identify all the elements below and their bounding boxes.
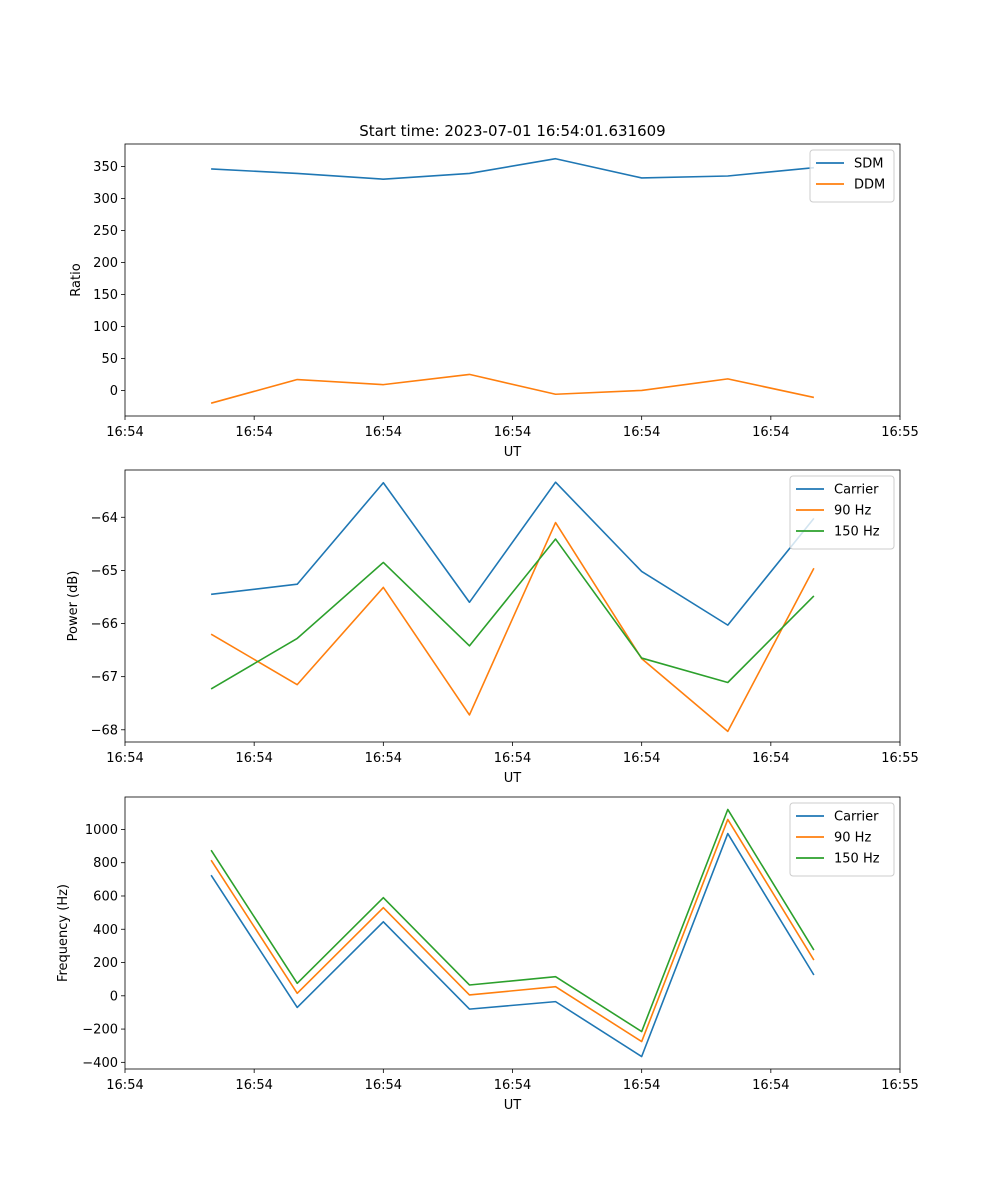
y-tick-label: 1000 [85, 823, 118, 838]
x-tick-label: 16:54 [365, 425, 402, 440]
x-tick-label: 16:55 [881, 1078, 918, 1093]
x-tick-label: 16:54 [235, 425, 272, 440]
y-tick-label: 200 [93, 256, 118, 271]
y-tick-label: −400 [82, 1056, 118, 1071]
series-line-carrier [210, 832, 815, 1058]
axes-frame [124, 143, 901, 417]
x-tick-label: 16:55 [881, 425, 918, 440]
y-tick-label: −64 [91, 511, 118, 526]
y-tick-label: −200 [82, 1023, 118, 1038]
series-line-90-hz [210, 818, 815, 1043]
y-tick-label: 400 [93, 923, 118, 938]
x-tick-label: 16:54 [494, 751, 531, 766]
y-axis-label: Ratio [69, 263, 84, 296]
y-tick-label: 0 [110, 989, 118, 1004]
series-line-90-hz [210, 521, 815, 733]
x-tick-label: 16:54 [235, 1078, 272, 1093]
x-tick-label: 16:54 [623, 751, 660, 766]
x-tick-label: 16:54 [623, 1078, 660, 1093]
series-line-150-hz [210, 808, 815, 1033]
x-axis-label: UT [504, 771, 522, 786]
y-tick-label: 100 [93, 320, 118, 335]
x-tick-label: 16:54 [752, 425, 789, 440]
x-axis-label: UT [504, 1098, 522, 1113]
series-line-150-hz [210, 538, 815, 690]
x-tick-label: 16:55 [881, 751, 918, 766]
y-tick-label: 250 [93, 224, 118, 239]
chart-2: 16:54 16:54 16:54 16:54 16:54 16:54 16:55 −68 −6… [66, 469, 919, 786]
chart-panels: 16:54 16:54 16:54 16:54 16:54 16:54 16:55 0 50 10… [56, 143, 919, 1113]
legend-label: 90 Hz [834, 831, 871, 846]
y-tick-label: −68 [91, 723, 118, 738]
y-tick-label: 200 [93, 956, 118, 971]
x-tick-label: 16:54 [494, 1078, 531, 1093]
figure-title: Start time: 2023-07-01 16:54:01.631609 [359, 122, 665, 140]
x-tick-label: 16:54 [752, 751, 789, 766]
legend-label: 150 Hz [834, 525, 880, 540]
y-tick-label: 150 [93, 288, 118, 303]
y-tick-label: 300 [93, 192, 118, 207]
y-tick-label: 0 [110, 384, 118, 399]
legend-label: 150 Hz [834, 852, 880, 867]
series-line-sdm [211, 157, 814, 180]
chart-3: 16:54 16:54 16:54 16:54 16:54 16:54 16:55 −400 −… [56, 796, 919, 1113]
legend-label: Carrier [834, 810, 879, 825]
x-tick-label: 16:54 [106, 1078, 143, 1093]
chart-1: 16:54 16:54 16:54 16:54 16:54 16:54 16:55 0 50 10… [69, 143, 919, 460]
legend-label: SDM [854, 157, 883, 172]
y-tick-label: 600 [93, 889, 118, 904]
legend-label: Carrier [834, 483, 879, 498]
series-line-ddm [210, 373, 815, 404]
x-tick-label: 16:54 [106, 425, 143, 440]
legend-label: DDM [854, 178, 885, 193]
x-tick-label: 16:54 [235, 751, 272, 766]
axes-frame [124, 469, 901, 743]
y-axis-label: Power (dB) [66, 571, 81, 642]
y-tick-label: −65 [91, 564, 118, 579]
axes-frame [124, 796, 901, 1070]
x-axis-label: UT [504, 445, 522, 460]
x-tick-label: 16:54 [106, 751, 143, 766]
legend-label: 90 Hz [834, 504, 871, 519]
x-tick-label: 16:54 [365, 1078, 402, 1093]
x-tick-label: 16:54 [623, 425, 660, 440]
y-axis-label: Frequency (Hz) [56, 884, 71, 982]
x-tick-label: 16:54 [365, 751, 402, 766]
x-tick-label: 16:54 [752, 1078, 789, 1093]
x-tick-label: 16:54 [494, 425, 531, 440]
series-line-carrier [211, 481, 815, 626]
y-tick-label: 350 [93, 160, 118, 175]
y-tick-label: 50 [101, 352, 118, 367]
y-tick-label: −66 [91, 617, 118, 632]
y-tick-label: 800 [93, 856, 118, 871]
y-tick-label: −67 [91, 670, 118, 685]
